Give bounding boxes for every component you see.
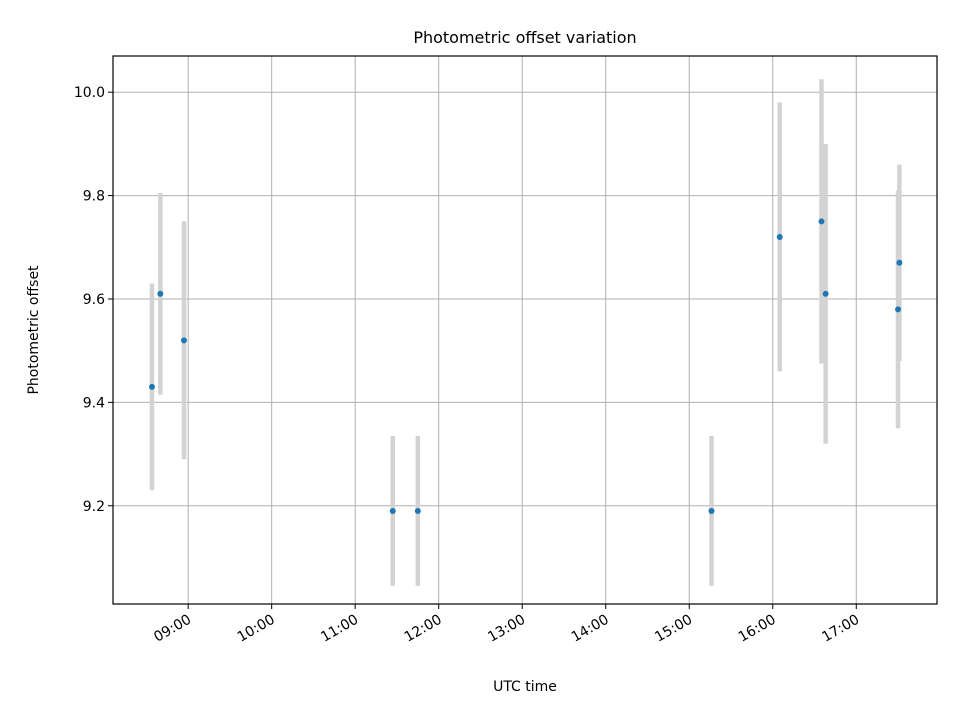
data-points [148, 218, 903, 514]
data-point [389, 507, 396, 514]
data-point [895, 306, 902, 313]
x-axis-label: UTC time [493, 679, 557, 695]
plot-frame [112, 55, 938, 605]
y-tick-label: 9.4 [83, 395, 105, 411]
data-point [708, 507, 715, 514]
y-tick-label: 9.2 [83, 499, 105, 515]
data-point [776, 233, 783, 240]
grid [113, 56, 937, 604]
y-tick-label: 9.8 [83, 189, 105, 205]
y-tick-label: 9.6 [83, 292, 105, 308]
y-tick-label: 10.0 [74, 85, 105, 101]
chart-title: Photometric offset variation [413, 28, 636, 47]
data-point [818, 218, 825, 225]
data-point [822, 290, 829, 297]
y-axis-label: Photometric offset [26, 265, 42, 395]
data-point [896, 259, 903, 266]
data-point [180, 337, 187, 344]
y-axis-ticks: 9.2 9.4 9.6 9.8 10.0 [74, 85, 113, 515]
data-point [414, 507, 421, 514]
data-point [148, 383, 155, 390]
data-point [157, 290, 164, 297]
